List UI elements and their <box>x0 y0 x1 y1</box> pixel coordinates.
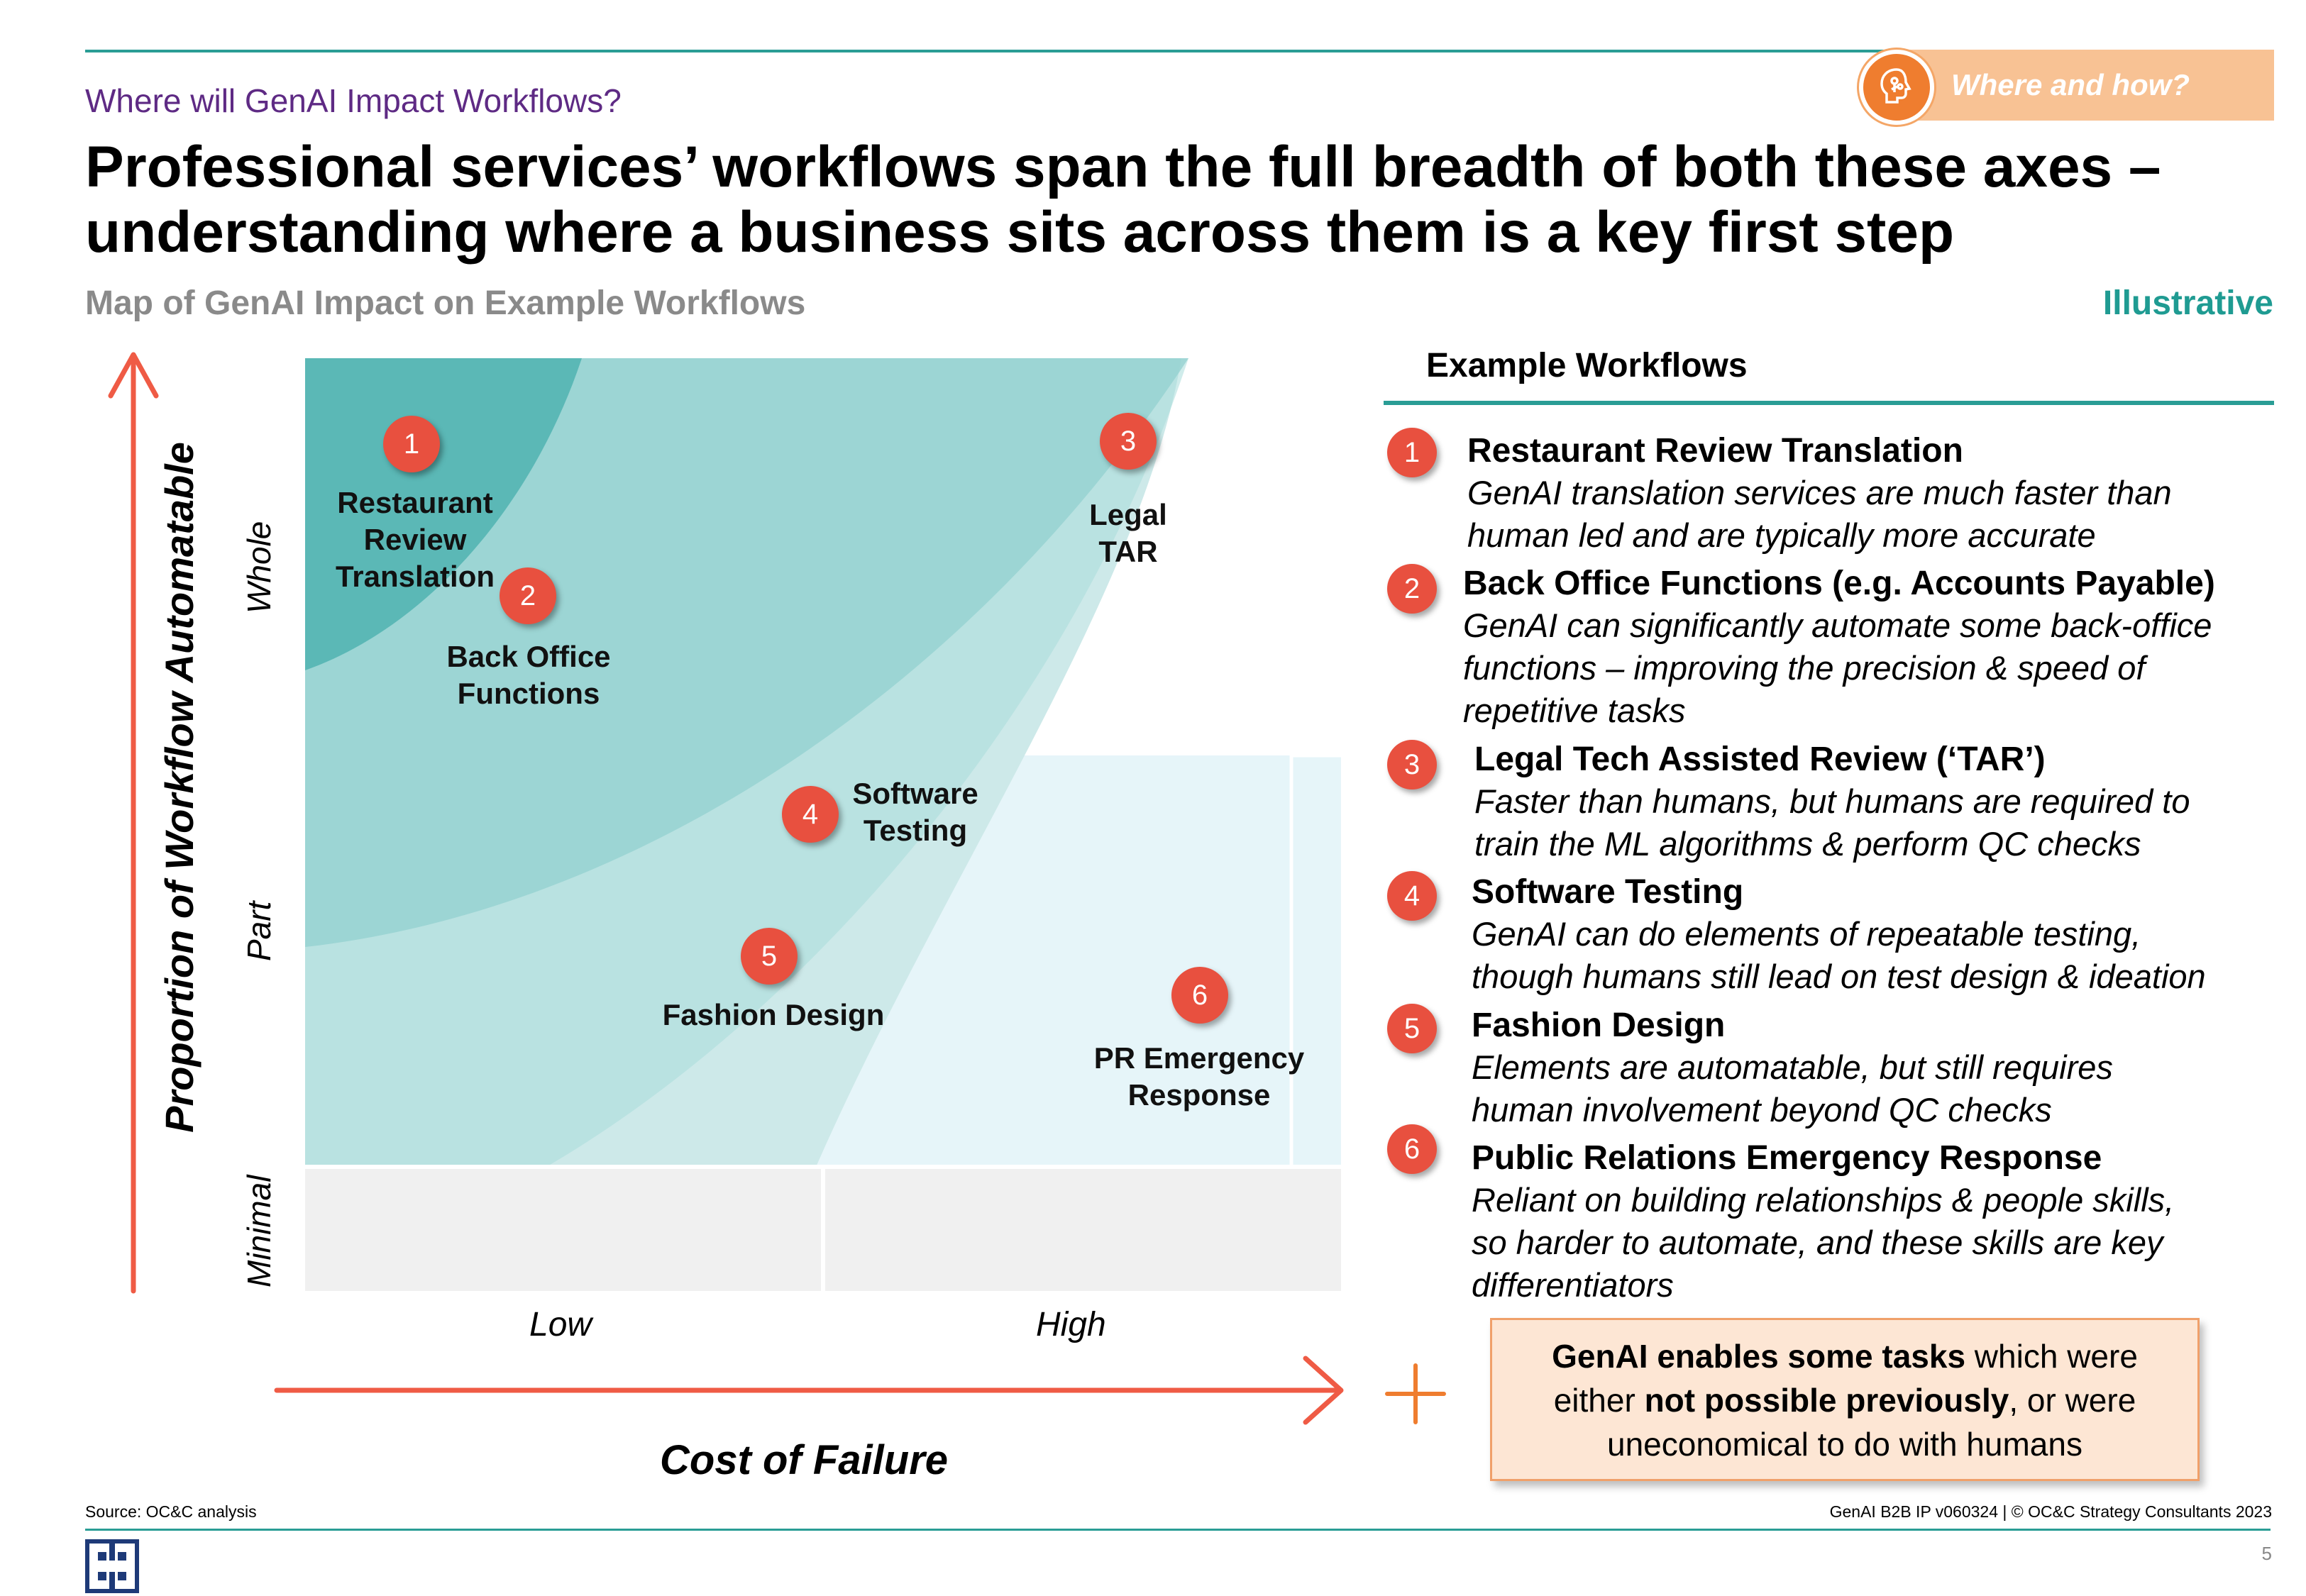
workflow-5-title: Fashion Design <box>1472 1007 1726 1044</box>
callout-text: uneconomical to do with humans <box>1607 1426 2082 1463</box>
point-3-label: Legal TAR <box>1050 497 1206 570</box>
callout-text: , or were <box>2009 1382 2136 1419</box>
point-5-label-line: Fashion Design <box>662 998 885 1031</box>
workflow-desc-line: human led and are typically more accurat… <box>1467 516 2096 554</box>
illustrative-tag: Illustrative <box>2102 284 2273 322</box>
x-axis-arrow <box>274 1356 1344 1425</box>
workflow-desc-line: GenAI can significantly automate some ba… <box>1463 606 2212 644</box>
badge-bar <box>1902 50 2274 121</box>
workflow-1-marker: 1 <box>1387 428 1437 477</box>
callout-box: GenAI enables some tasks which were eith… <box>1490 1318 2200 1481</box>
workflow-desc-line: functions – improving the precision & sp… <box>1463 649 2146 687</box>
workflow-desc-line: GenAI can do elements of repeatable test… <box>1472 915 2141 953</box>
workflow-5-description: Elements are automatable, but still requ… <box>1472 1046 2113 1131</box>
page-number: 5 <box>2261 1543 2272 1564</box>
callout-line-1: GenAI enables some tasks which were <box>1492 1334 2197 1378</box>
ai-brain-icon <box>1859 50 1934 125</box>
point-5-label: Fashion Design <box>639 997 908 1033</box>
zone-dark <box>305 358 582 670</box>
zone-upper <box>305 358 1188 947</box>
workflow-1-title: Restaurant Review Translation <box>1467 432 1963 470</box>
point-1-label: Restaurant Review Translation <box>312 484 518 595</box>
point-2-label-line: Functions <box>457 677 600 710</box>
section-title: Where will GenAI Impact Workflows? <box>85 82 622 119</box>
point-3-label-line: Legal <box>1089 498 1167 531</box>
y-axis-label: Proportion of Workflow Automatable <box>157 442 202 1133</box>
occ-logo-icon <box>85 1539 139 1593</box>
workflow-3-marker: 3 <box>1387 740 1437 789</box>
workflow-desc-line: Elements are automatable, but still requ… <box>1472 1048 2113 1086</box>
point-2-marker: 2 <box>500 567 556 624</box>
x-tick-high: High <box>1036 1306 1106 1343</box>
callout-text: either <box>1553 1382 1645 1419</box>
y-tick-part: Part <box>241 901 277 961</box>
workflows-rule <box>1384 401 2274 405</box>
point-1-label-line: Translation <box>335 560 495 593</box>
workflow-2-marker: 2 <box>1387 564 1437 614</box>
callout-bold: GenAI enables some tasks <box>1552 1338 1966 1375</box>
point-3-label-line: TAR <box>1098 535 1158 568</box>
workflow-4-description: GenAI can do elements of repeatable test… <box>1472 913 2206 998</box>
point-6-marker: 6 <box>1171 967 1228 1024</box>
callout-bold: not possible previously <box>1644 1382 2009 1419</box>
point-4-label: Software Testing <box>830 775 1000 849</box>
bottom-rule <box>85 1529 2271 1531</box>
workflow-desc-line: so harder to automate, and these skills … <box>1472 1224 2163 1261</box>
top-rule <box>85 50 2271 52</box>
workflow-4-marker: 4 <box>1387 871 1437 921</box>
workflow-2-title: Back Office Functions (e.g. Accounts Pay… <box>1463 565 2215 602</box>
workflow-6-marker: 6 <box>1387 1124 1437 1174</box>
workflow-6-title: Public Relations Emergency Response <box>1472 1139 2102 1177</box>
headline: Professional services’ workflows span th… <box>85 135 2161 265</box>
point-2-label-line: Back Office <box>446 640 611 673</box>
workflow-desc-line: GenAI translation services are much fast… <box>1467 474 2172 511</box>
impact-map <box>305 358 1341 1291</box>
source-note: Source: OC&C analysis <box>85 1502 257 1521</box>
callout-text: which were <box>1965 1338 2138 1375</box>
workflow-desc-line: train the ML algorithms & perform QC che… <box>1474 825 2141 863</box>
chart-subtitle: Map of GenAI Impact on Example Workflows <box>85 284 806 322</box>
point-6-label-line: Response <box>1127 1078 1271 1112</box>
y-axis-arrow <box>108 352 159 1294</box>
point-1-marker: 1 <box>383 416 440 472</box>
workflow-4-title: Software Testing <box>1472 873 1744 911</box>
point-5-marker: 5 <box>741 928 798 985</box>
point-6-label-line: PR Emergency <box>1093 1041 1305 1075</box>
workflow-6-description: Reliant on building relationships & peop… <box>1472 1179 2174 1307</box>
point-1-label-line: Review <box>363 523 467 556</box>
point-4-label-line: Software <box>852 777 978 810</box>
point-3-marker: 3 <box>1100 413 1157 470</box>
workflow-desc-line: human involvement beyond QC checks <box>1472 1091 2052 1129</box>
workflow-desc-line: repetitive tasks <box>1463 692 1686 729</box>
badge-label: Where and how? <box>1951 68 2190 101</box>
y-tick-minimal: Minimal <box>241 1175 277 1287</box>
workflow-5-marker: 5 <box>1387 1004 1437 1053</box>
plus-icon <box>1385 1363 1446 1424</box>
point-6-label: PR Emergency Response <box>1071 1040 1327 1114</box>
workflow-2-description: GenAI can significantly automate some ba… <box>1463 604 2212 732</box>
copyright-note: GenAI B2B IP v060324 | © OC&C Strategy C… <box>1829 1502 2272 1521</box>
x-axis-label: Cost of Failure <box>660 1437 949 1483</box>
point-2-label: Back Office Functions <box>419 638 639 712</box>
callout-line-2: either not possible previously, or were <box>1492 1378 2197 1422</box>
point-1-label-line: Restaurant <box>337 486 493 519</box>
workflow-1-description: GenAI translation services are much fast… <box>1467 472 2172 557</box>
section-badge: Where and how? <box>1859 50 2274 125</box>
x-tick-low: Low <box>529 1306 592 1343</box>
workflow-desc-line: differentiators <box>1472 1266 1674 1304</box>
workflow-3-description: Faster than humans, but humans are requi… <box>1474 780 2190 865</box>
workflow-desc-line: Reliant on building relationships & peop… <box>1472 1181 2175 1219</box>
point-4-marker: 4 <box>782 786 839 843</box>
y-tick-whole: Whole <box>241 521 277 614</box>
callout-line-3: uneconomical to do with humans <box>1492 1422 2197 1466</box>
workflow-desc-line: though humans still lead on test design … <box>1472 958 2206 995</box>
workflows-heading: Example Workflows <box>1426 347 1748 384</box>
workflow-desc-line: Faster than humans, but humans are requi… <box>1474 782 2190 820</box>
point-4-label-line: Testing <box>863 814 968 847</box>
workflow-3-title: Legal Tech Assisted Review (‘TAR’) <box>1474 741 2046 778</box>
